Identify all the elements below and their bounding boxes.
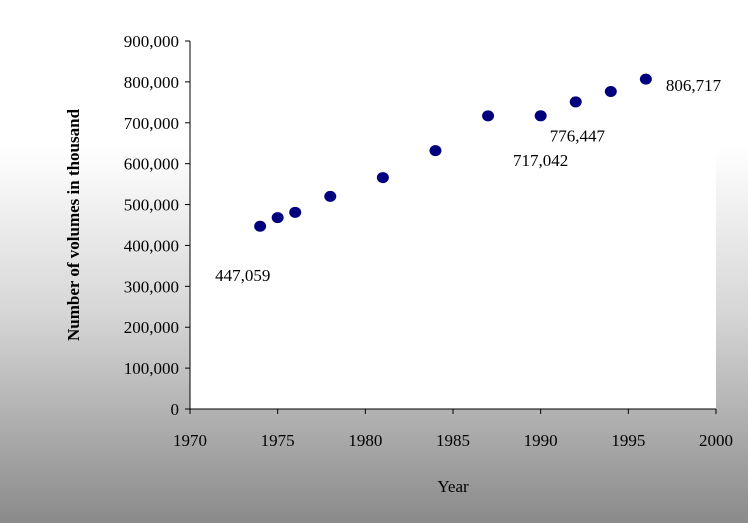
data-point	[324, 190, 337, 202]
x-axis-title: Year	[437, 477, 469, 496]
data-labels: 447,059 717,042 776,447 806,717	[215, 76, 721, 285]
data-point	[482, 110, 495, 122]
data-label: 447,059	[215, 266, 270, 285]
x-tick-label: 1990	[524, 431, 558, 450]
x-tick-label: 1975	[261, 431, 295, 450]
x-tick-label: 2000	[699, 431, 733, 450]
data-label: 806,717	[666, 76, 722, 95]
data-label: 776,447	[550, 127, 606, 146]
x-tick-label: 1995	[611, 431, 645, 450]
data-point	[376, 172, 389, 184]
y-tick-label: 300,000	[124, 277, 179, 296]
data-label: 717,042	[513, 151, 568, 170]
y-tick-label: 900,000	[124, 32, 179, 51]
y-tick-label: 400,000	[124, 236, 179, 255]
y-axis-ticks: 0 100,000 200,000 300,000 400,000 500,000 600,…	[124, 32, 190, 419]
x-axis-ticks: 1970 1975 1980 1985 1990 1995 2000	[173, 409, 733, 450]
data-point	[604, 86, 617, 98]
plot-area	[189, 41, 716, 410]
y-tick-label: 600,000	[124, 155, 179, 174]
data-point	[254, 220, 267, 232]
y-tick-label: 0	[171, 400, 180, 419]
data-point	[429, 145, 442, 157]
plot-background	[190, 41, 716, 409]
data-points	[254, 73, 652, 232]
data-point	[289, 206, 302, 218]
y-tick-label: 100,000	[124, 359, 179, 378]
data-point	[534, 110, 547, 122]
x-tick-label: 1970	[173, 431, 207, 450]
data-point	[271, 212, 284, 224]
y-tick-label: 200,000	[124, 318, 179, 337]
y-tick-label: 500,000	[124, 196, 179, 215]
y-tick-label: 700,000	[124, 114, 179, 133]
x-tick-label: 1980	[348, 431, 382, 450]
y-tick-label: 800,000	[124, 73, 179, 92]
y-axis-title: Number of volumes in thousand	[64, 108, 83, 341]
data-point	[569, 96, 582, 108]
data-point	[639, 73, 652, 85]
x-tick-label: 1985	[436, 431, 470, 450]
